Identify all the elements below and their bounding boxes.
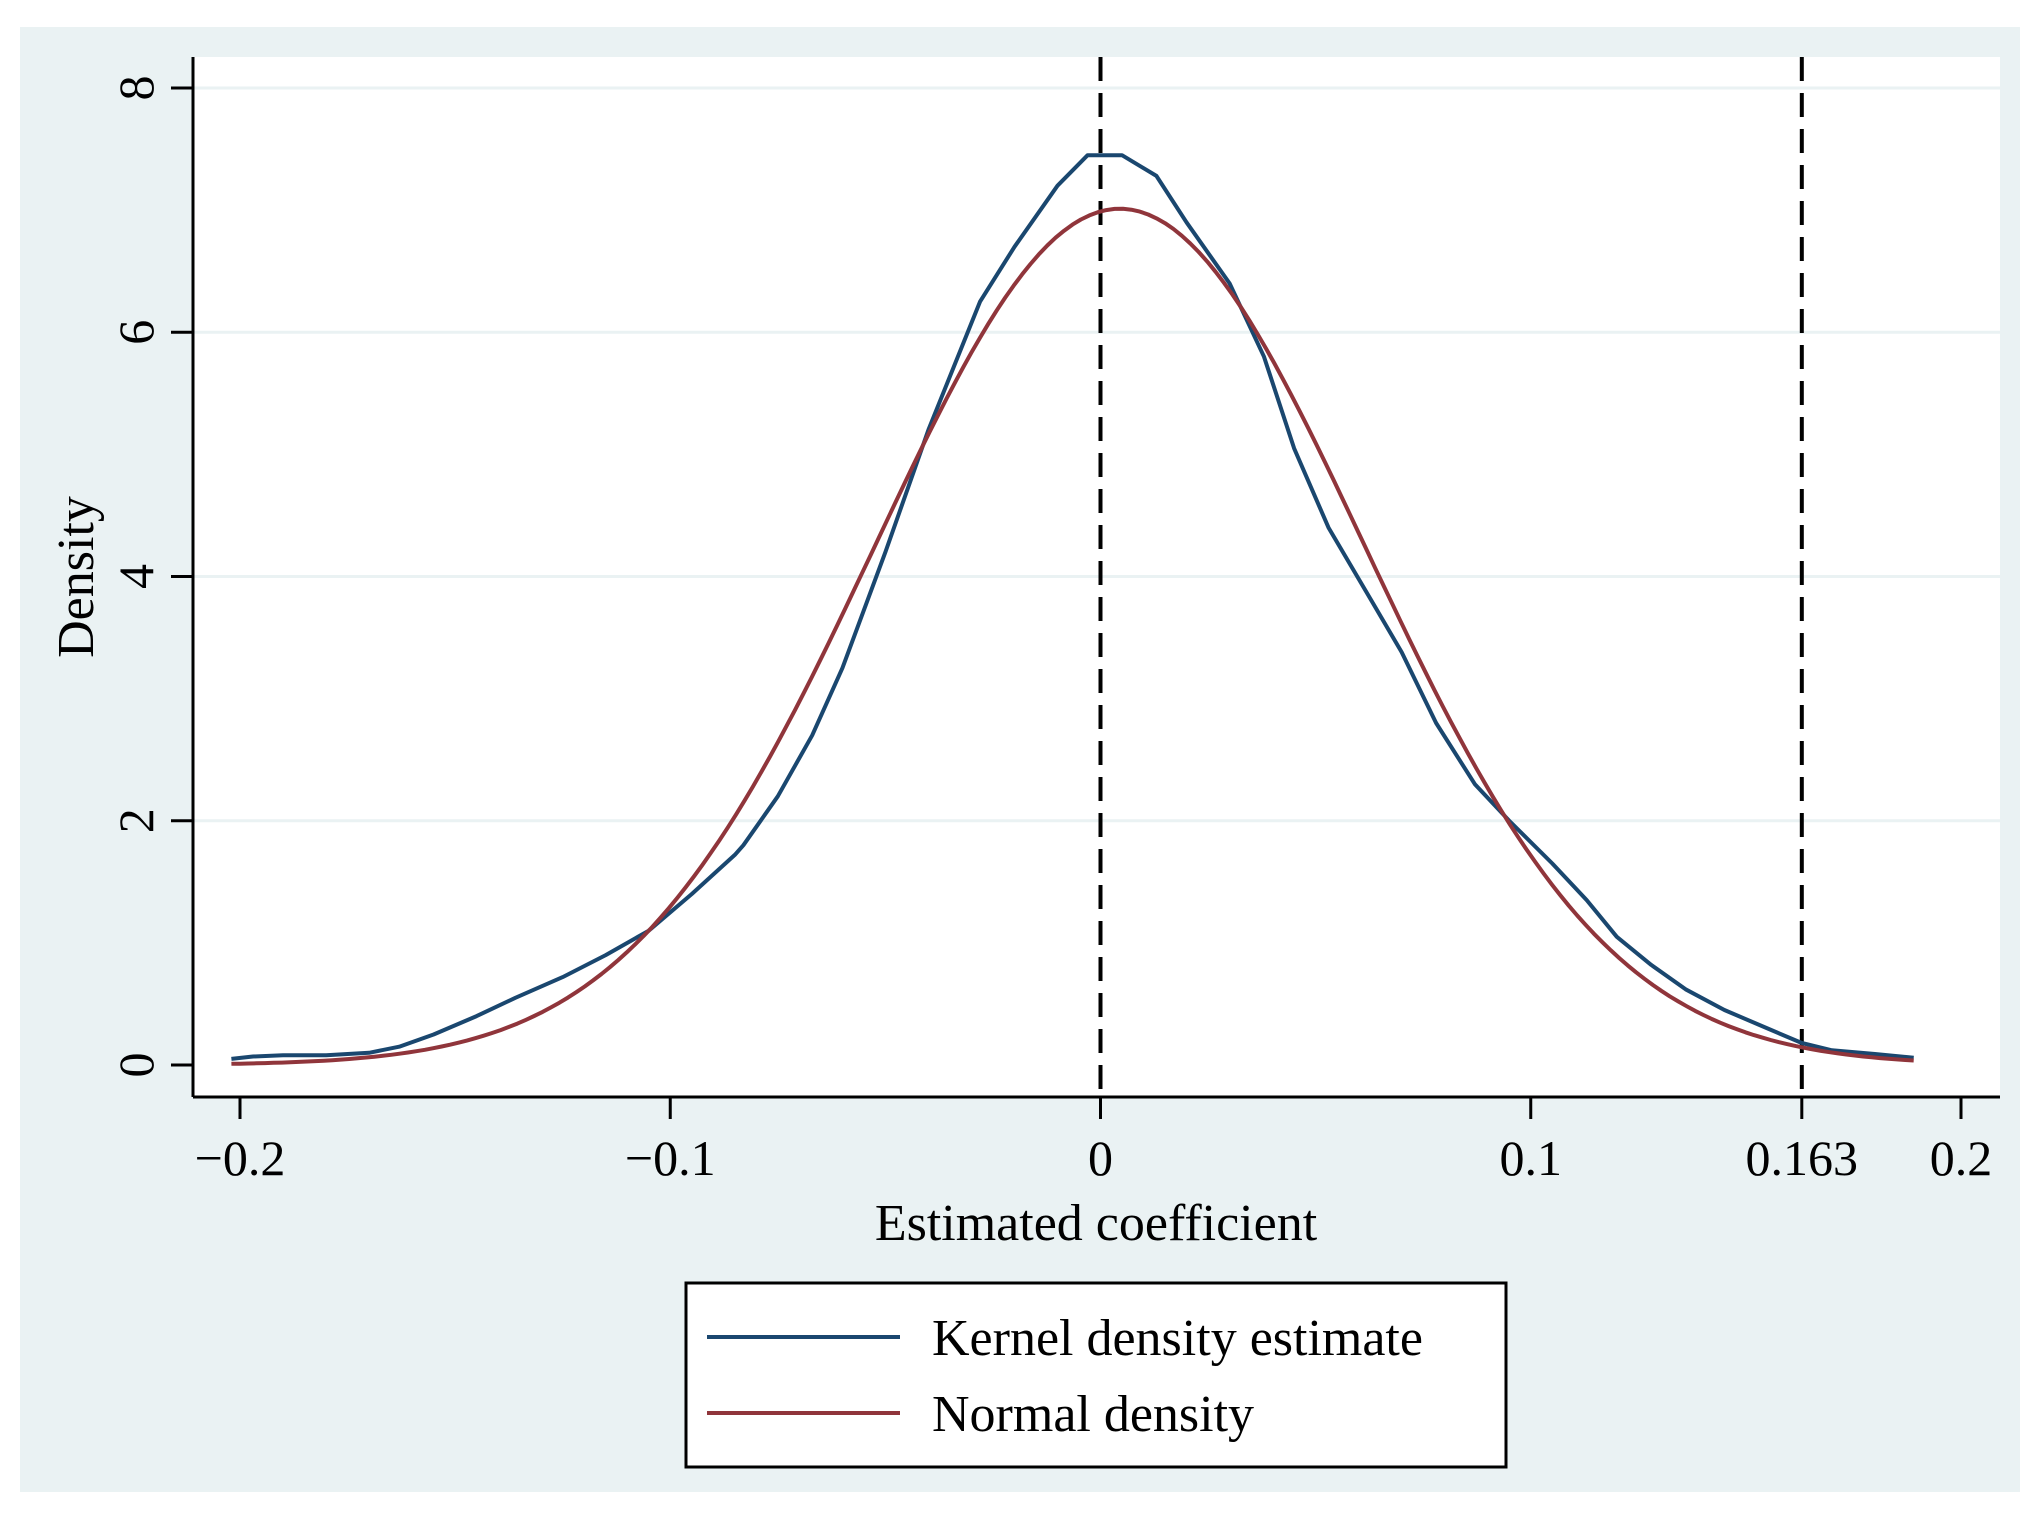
y-tick-label: 4 — [108, 564, 164, 589]
x-tick-label: −0.1 — [625, 1130, 716, 1186]
y-tick-label: 8 — [108, 76, 164, 101]
legend-label-normal: Normal density — [932, 1386, 1254, 1443]
x-tick-label: 0.1 — [1500, 1130, 1563, 1186]
grid-lines — [193, 86, 2000, 823]
y-tick-label: 2 — [108, 808, 164, 833]
reference-lines — [1098, 57, 1804, 1097]
legend-box — [684, 1281, 1508, 1469]
x-tick-label: −0.2 — [195, 1130, 286, 1186]
legend-label-kernel: Kernel density estimate — [932, 1310, 1423, 1367]
y-tick-label: 0 — [108, 1053, 164, 1078]
x-axis-title: Estimated coefficient — [875, 1195, 1318, 1252]
x-tick-label: 0.163 — [1746, 1130, 1859, 1186]
y-axis-title: Density — [48, 496, 105, 658]
x-tick-label: 0.2 — [1930, 1130, 1993, 1186]
legend: Kernel density estimate Normal density — [684, 1281, 1508, 1469]
series-line-normal — [231, 206, 1914, 1066]
x-tick-label: 0 — [1088, 1130, 1113, 1186]
axes: −0.2 −0.1 0 0.1 0.163 0.2 0 2 4 6 8 — [108, 57, 2000, 1186]
series-line-kernel — [231, 153, 1914, 1061]
y-tick-label: 6 — [108, 320, 164, 345]
data-series — [231, 153, 1914, 1066]
